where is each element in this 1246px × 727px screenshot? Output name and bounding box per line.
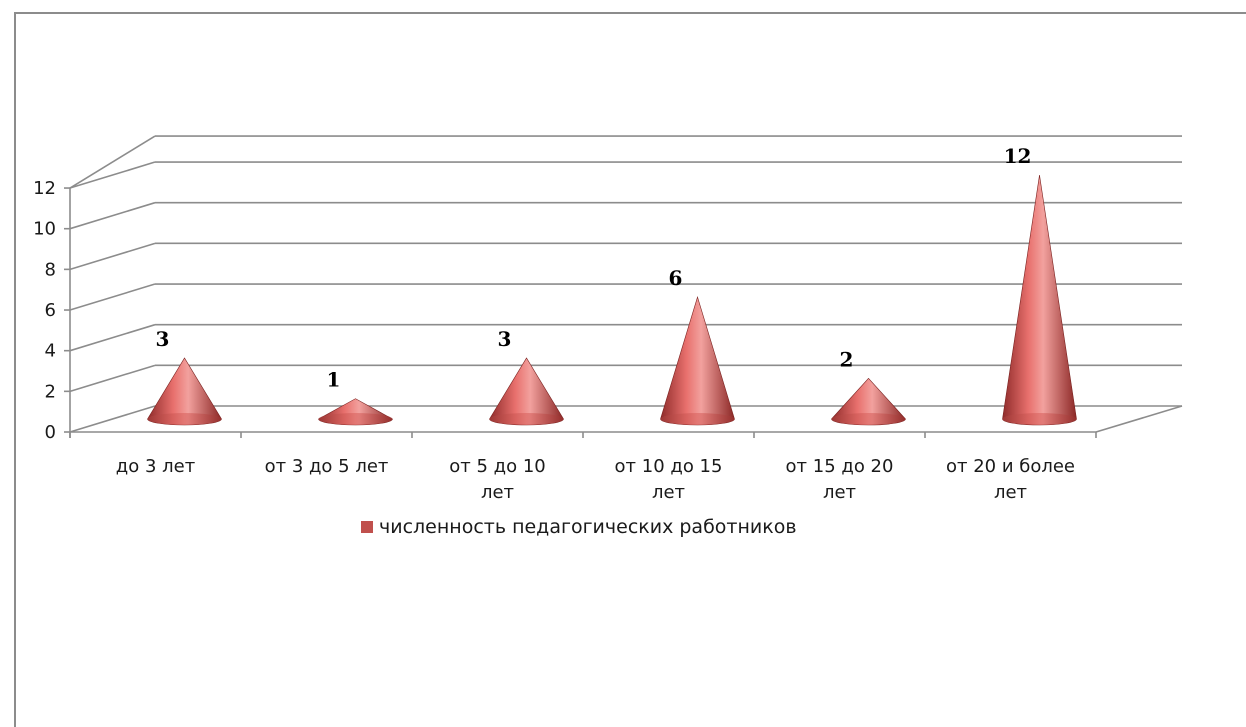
gridline-side <box>69 323 156 352</box>
cone-base <box>1002 413 1077 425</box>
y-tick-label: 6 <box>45 300 56 321</box>
cone-base <box>489 413 564 425</box>
cone-base <box>318 413 393 425</box>
category-label: от 15 до 20 лет <box>786 456 894 503</box>
cone-base <box>147 413 222 425</box>
cone-bar <box>147 357 222 426</box>
gridline-side <box>69 283 156 311</box>
y-tick-label: 12 <box>33 178 56 199</box>
data-label: 2 <box>840 347 854 371</box>
data-label: 12 <box>1004 144 1032 168</box>
gridline-side <box>69 242 156 271</box>
legend-label: численность педагогических работников <box>379 516 797 538</box>
data-label: 3 <box>156 327 170 351</box>
cone-bar <box>318 398 393 426</box>
cone-bar <box>660 295 735 426</box>
y-tick-label: 0 <box>45 422 56 443</box>
legend-swatch <box>361 521 373 533</box>
cone-bar <box>831 377 906 426</box>
y-tick-label: 10 <box>33 219 56 240</box>
data-label: 3 <box>498 327 512 351</box>
legend: численность педагогических работников <box>361 516 797 538</box>
y-tick-label: 4 <box>45 341 56 362</box>
floor-right-edge <box>1095 405 1183 433</box>
gridline-side <box>69 364 156 393</box>
data-labels: 3 1 3 6 2 12 <box>156 144 1032 392</box>
cone-bar <box>489 357 564 426</box>
cone-body <box>660 295 735 426</box>
category-label: от 20 и более лет <box>946 456 1075 503</box>
y-axis-ticks: 0 2 4 6 8 10 12 <box>33 178 70 443</box>
gridline-side <box>69 405 156 433</box>
y-tick-label: 8 <box>45 259 56 280</box>
cone-base <box>660 413 735 425</box>
gridline-side <box>69 135 156 189</box>
y-tick-label: 2 <box>45 381 56 402</box>
category-labels: до 3 лет от 3 до 5 лет от 5 до 10 лет от 10 … <box>116 456 1075 503</box>
gridline-side <box>69 201 156 230</box>
cone-bar <box>1002 174 1077 426</box>
category-label: от 5 до 10 лет <box>449 456 545 503</box>
chart-frame <box>14 12 1246 727</box>
gridline-side <box>69 161 156 189</box>
data-label: 6 <box>669 266 683 290</box>
cone-body <box>1002 174 1077 426</box>
category-label: до 3 лет <box>116 456 195 477</box>
cone-base <box>831 413 906 425</box>
data-label: 1 <box>327 368 341 392</box>
category-label: от 3 до 5 лет <box>265 456 389 477</box>
cones <box>147 174 1077 426</box>
axes <box>69 188 1183 438</box>
category-label: от 10 до 15 лет <box>615 456 723 503</box>
